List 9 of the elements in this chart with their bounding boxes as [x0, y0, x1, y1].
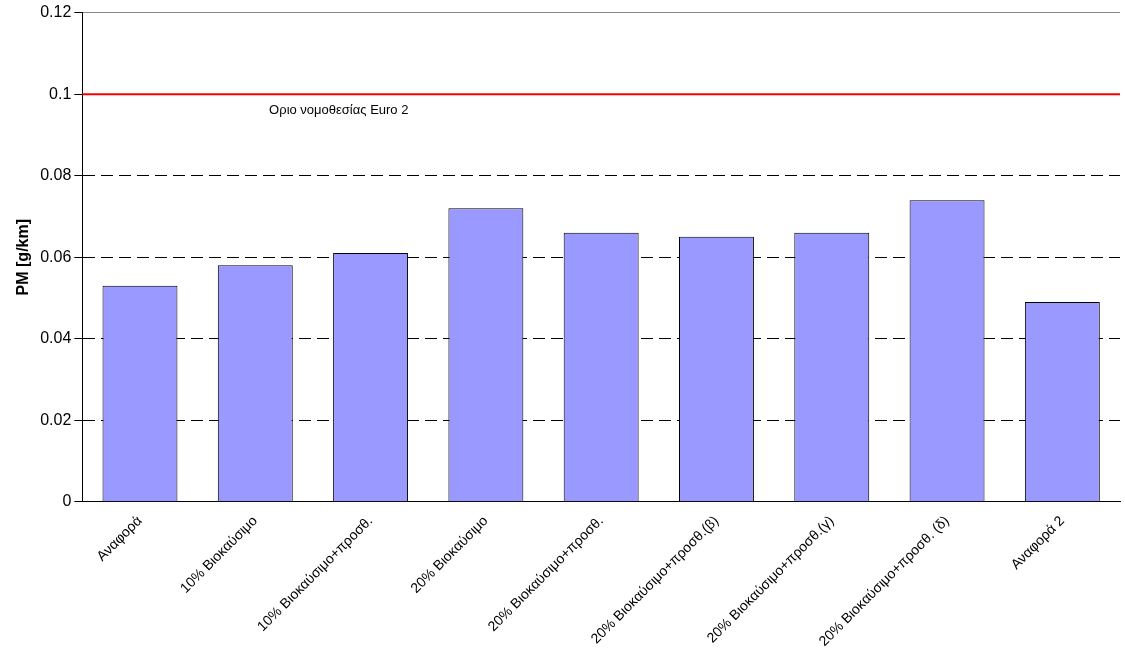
- y-tick-label: 0.08: [40, 166, 72, 184]
- y-tick-label: 0.04: [40, 329, 72, 347]
- y-axis-title: PM [g/km]: [14, 218, 32, 296]
- y-tick-label: 0.02: [40, 410, 72, 428]
- y-tick-label: 0.12: [40, 3, 72, 21]
- y-tick-label: 0.1: [49, 84, 72, 102]
- y-tick-label: 0.06: [40, 247, 72, 265]
- ref-line-label: Οριο νομοθεσίας Euro 2: [269, 102, 409, 118]
- y-tick-label: 0: [62, 492, 72, 510]
